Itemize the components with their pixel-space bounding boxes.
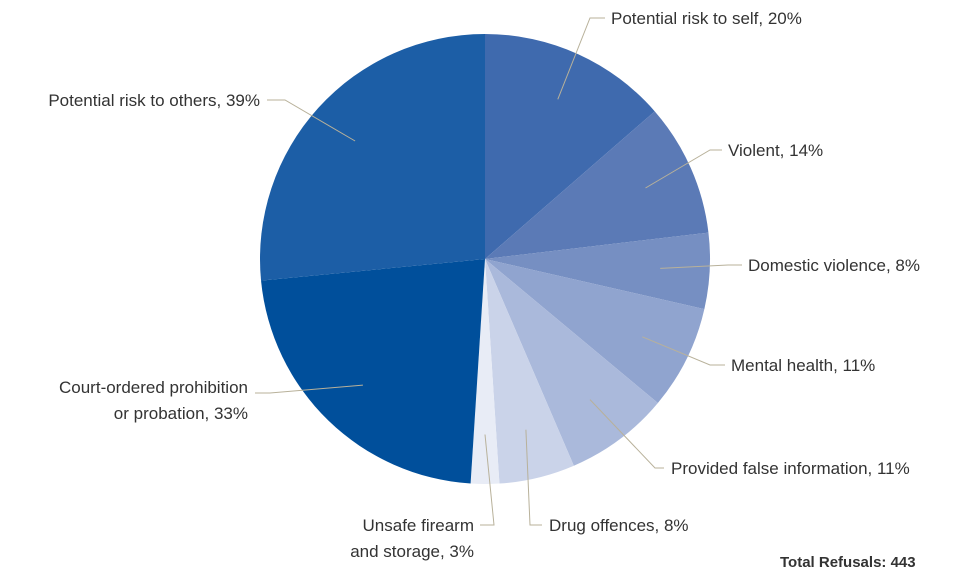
leader-line-potential-risk-to-self [557,17,605,100]
slice-domestic-violence [485,232,711,310]
leader-lines [255,17,742,526]
slice-label-court-ordered-prohibition-or-probation: Court-ordered prohibition or probation, 3… [59,378,248,423]
slice-court-ordered-prohibition-or-probation [261,259,485,484]
slice-provided-false-information [485,259,658,466]
slice-drug-offences [485,259,574,484]
slice-potential-risk-to-others [259,34,485,281]
leader-line-mental-health [642,336,725,366]
total-refusals-label: Total Refusals: 443 [780,554,916,571]
slice-violent [485,111,709,259]
leader-line-unsafe-firearm-and-storage [480,434,495,526]
slice-unsafe-firearm-and-storage [470,259,500,485]
slice-label-domestic-violence: Domestic violence, 8% [748,256,920,275]
slice-potential-risk-to-self [485,34,655,259]
slice-label-violent: Violent, 14% [728,141,823,160]
leader-line-drug-offences [525,429,542,526]
leader-line-potential-risk-to-others [267,99,356,142]
slice-labels: Potential risk to self, 20% Violent, 14% D… [48,9,920,561]
leader-line-provided-false-information [589,399,664,469]
slice-label-unsafe-firearm-and-storage: Unsafe firearm and storage, 3% [350,516,474,561]
slice-label-potential-risk-to-others: Potential risk to others, 39% [48,91,260,110]
leader-line-domestic-violence [660,264,742,269]
slice-label-potential-risk-to-self: Potential risk to self, 20% [611,9,802,28]
slice-label-mental-health: Mental health, 11% [731,356,875,375]
slice-mental-health [485,259,705,404]
slice-label-provided-false-information: Provided false information, 11% [671,459,910,478]
pie-slices [259,34,711,485]
leader-line-court-ordered-prohibition-or-probation [255,384,363,394]
slice-label-drug-offences: Drug offences, 8% [549,516,689,535]
leader-line-violent [645,149,722,189]
